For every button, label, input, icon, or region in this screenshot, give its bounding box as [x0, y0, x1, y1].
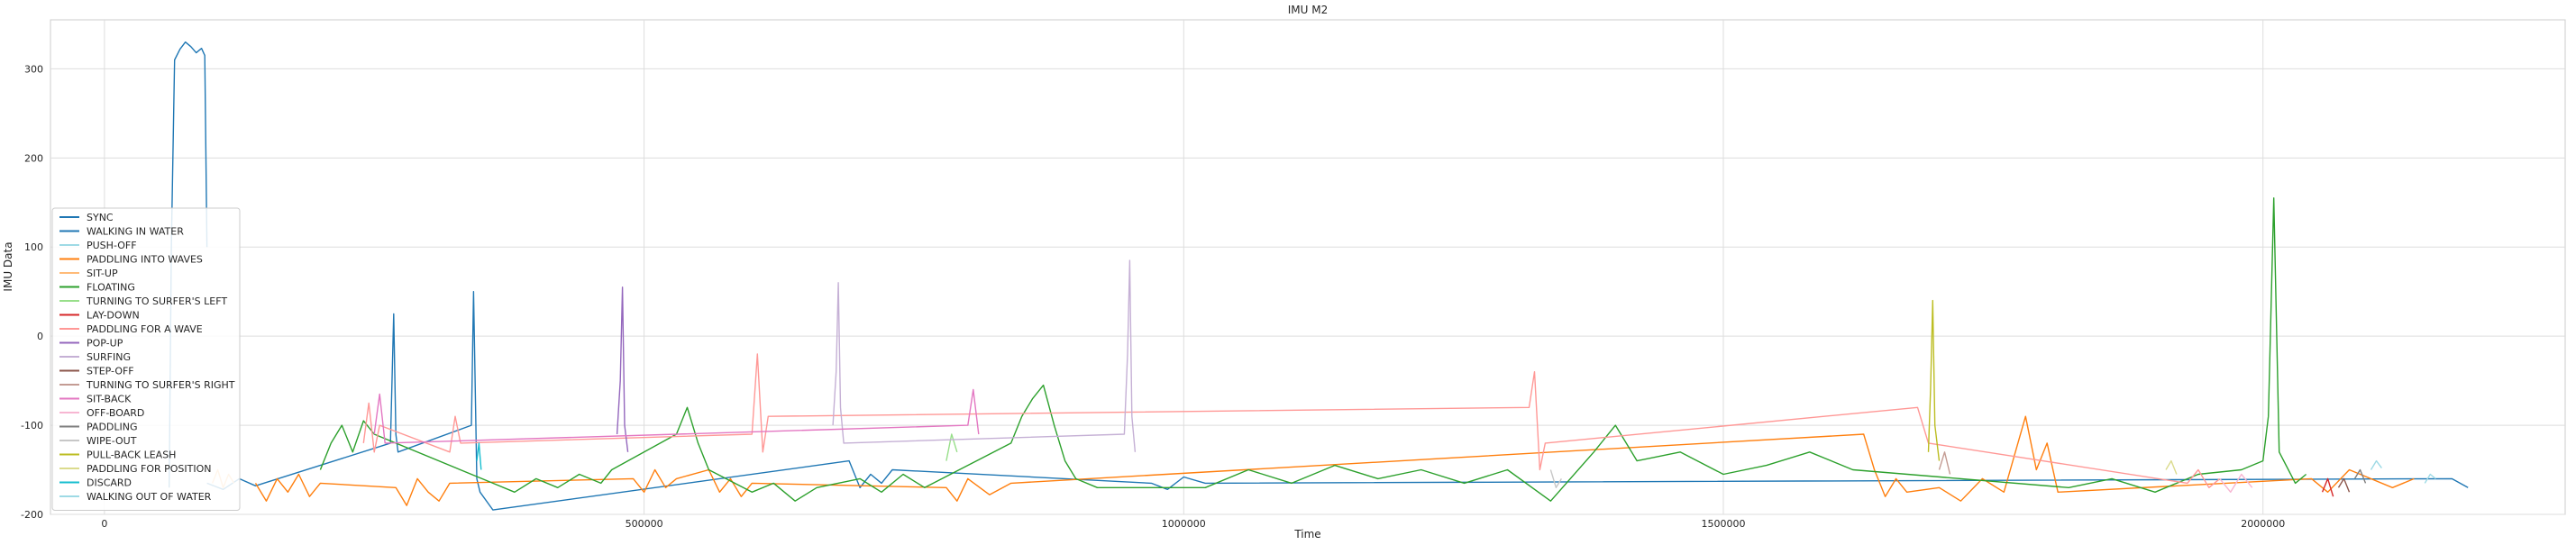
chart-title: IMU M2 — [1288, 4, 1328, 16]
series-line — [2370, 459, 2382, 470]
x-tick-label: 1500000 — [1702, 518, 1746, 530]
legend-entry: WIPE-OUT — [87, 435, 137, 447]
legend-entry: PADDLING INTO WAVES — [87, 254, 203, 266]
series-line — [1938, 451, 1951, 475]
legend-entry: FLOATING — [87, 282, 135, 294]
series-line — [254, 415, 2415, 506]
series-line — [945, 433, 958, 461]
x-ticks: 0 500000 1000000 1500000 2000000 — [101, 518, 2285, 530]
plot-area — [50, 19, 2566, 515]
y-tick-label: -100 — [21, 420, 43, 431]
series-line — [2219, 473, 2253, 493]
legend-entry: SURFING — [87, 351, 131, 363]
series-line — [616, 286, 629, 452]
series-line — [319, 197, 2307, 502]
series-lines — [169, 41, 2469, 511]
y-tick-label: 200 — [24, 152, 43, 164]
y-tick-label: 0 — [37, 331, 43, 342]
y-ticks: -200 -100 0 100 200 300 — [21, 63, 43, 521]
legend-entry: TURNING TO SURFER'S RIGHT — [86, 379, 235, 391]
series-line — [2353, 468, 2367, 484]
legend-entry: SIT-BACK — [87, 394, 132, 405]
x-tick-label: 0 — [101, 518, 107, 530]
y-tick-label: 100 — [24, 241, 43, 253]
x-tick-label: 1000000 — [1162, 518, 1206, 530]
grid — [50, 20, 2565, 515]
legend-entry: POP-UP — [87, 338, 123, 350]
legend-entry: WALKING OUT OF WATER — [87, 491, 212, 503]
legend-box — [51, 207, 241, 511]
legend-entry: OFF-BOARD — [87, 407, 144, 419]
series-line — [1549, 469, 1562, 488]
series-line — [2165, 459, 2178, 475]
legend-entry: LAY-DOWN — [87, 310, 140, 322]
x-tick-label: 2000000 — [2241, 518, 2285, 530]
legend-entry: TURNING TO SURFER'S LEFT — [86, 295, 227, 307]
x-tick-label: 500000 — [626, 518, 663, 530]
series-line — [362, 353, 2221, 488]
legend-entry: PADDLING FOR POSITION — [87, 463, 212, 475]
y-tick-label: 300 — [24, 63, 43, 75]
legend-entry: DISCARD — [87, 477, 132, 489]
legend-entry: STEP-OFF — [87, 366, 134, 377]
legend-entry: PUSH-OFF — [87, 240, 137, 251]
x-axis-label: Time — [1293, 528, 1320, 540]
legend-entry: PULL-BACK LEASH — [87, 450, 176, 461]
legend-entry: WALKING IN WATER — [87, 226, 184, 238]
y-axis-label: IMU Data — [2, 241, 14, 291]
series-line — [832, 259, 1137, 452]
y-tick-label: -200 — [21, 509, 43, 521]
series-line — [2337, 477, 2351, 493]
series-line — [2321, 477, 2334, 497]
series-line — [169, 41, 208, 488]
legend-entry: SIT-UP — [87, 268, 118, 279]
legend-entry: PADDLING — [87, 422, 138, 433]
legend-entry: SYNC — [87, 212, 114, 223]
series-line — [476, 442, 482, 470]
series-line — [1927, 299, 1941, 461]
legend-entry: PADDLING FOR A WAVE — [87, 323, 203, 335]
series-line — [2424, 473, 2436, 484]
series-line — [373, 388, 980, 444]
legend: SYNC WALKING IN WATER PUSH-OFF PADDLING INT… — [51, 207, 241, 511]
